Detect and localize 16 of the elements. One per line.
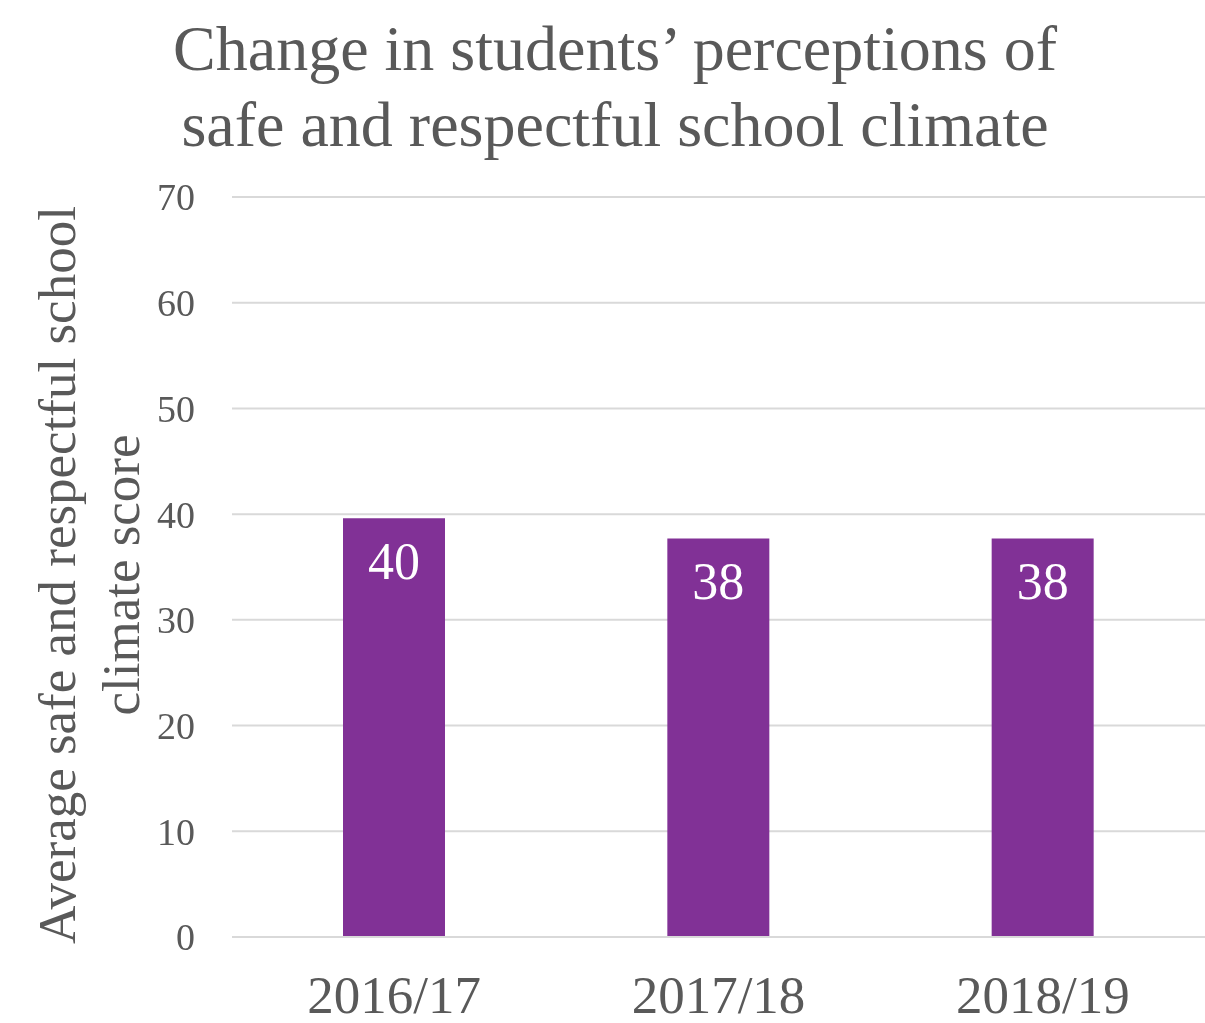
- x-tick-label: 2017/18: [631, 965, 806, 1023]
- chart-title: Change in students’ perceptions of safe and respectful school climate: [172, 12, 1058, 162]
- x-tick-label: 2018/19: [955, 965, 1130, 1023]
- x-tick-label: 2016/17: [307, 965, 482, 1023]
- y-tick-label: 60: [157, 282, 195, 325]
- y-tick-label: 30: [157, 599, 195, 642]
- data-label: 38: [692, 553, 745, 611]
- y-tick-label: 50: [157, 387, 195, 430]
- data-label: 40: [368, 533, 420, 591]
- y-axis-title: Average safe and respectful school climate score: [27, 205, 151, 946]
- y-tick-label: 10: [157, 810, 195, 853]
- y-tick-label: 20: [157, 705, 195, 748]
- data-label: 38: [1016, 553, 1069, 611]
- y-tick-label: 40: [157, 493, 195, 536]
- y-tick-label: 0: [176, 916, 195, 959]
- y-tick-label: 70: [157, 176, 195, 219]
